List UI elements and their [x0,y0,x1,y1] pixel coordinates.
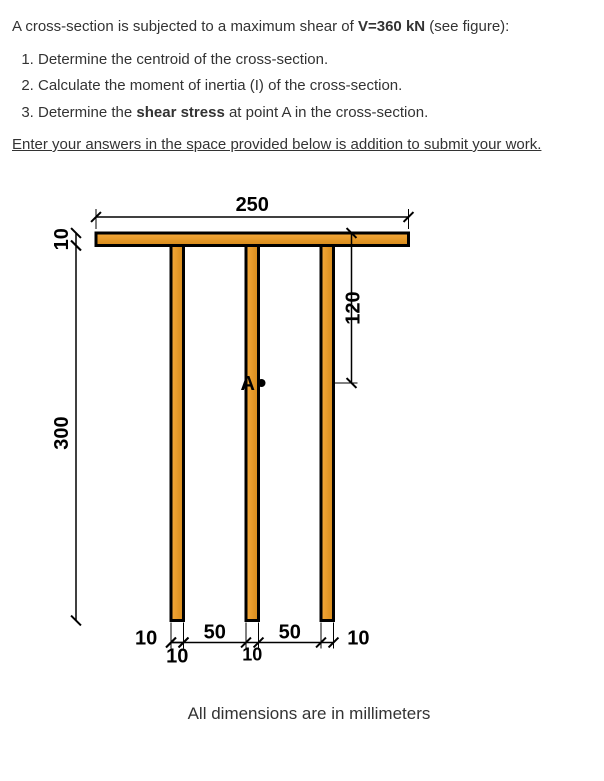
caption: All dimensions are in millimeters [26,704,592,724]
svg-text:300: 300 [51,416,73,449]
q2: Calculate the moment of inertia (I) of t… [38,75,592,98]
svg-text:120: 120 [343,291,365,324]
svg-text:50: 50 [279,621,301,643]
svg-text:10: 10 [242,644,262,664]
q3-bold: shear stress [136,104,224,121]
intro-suffix: (see figure): [425,18,509,35]
svg-text:10: 10 [135,627,157,649]
instruction: Enter your answers in the space provided… [12,134,592,157]
question-list: Determine the centroid of the cross-sect… [12,49,592,125]
q3-suffix: at point A in the cross-section. [225,104,428,121]
q3: Determine the shear stress at point A in… [38,102,592,125]
intro-prefix: A cross-section is subjected to a maximu… [12,18,358,35]
svg-text:10: 10 [347,627,369,649]
intro-line: A cross-section is subjected to a maximu… [12,16,592,39]
svg-text:10: 10 [166,645,188,667]
svg-text:10: 10 [51,228,73,250]
figure: A 250 10 300 120 10 10 50 50 10 10 All dimensions … [26,193,592,724]
q1: Determine the centroid of the cross-sect… [38,49,592,72]
cross-section-svg: A 250 10 300 120 10 10 50 50 10 10 [26,193,486,693]
svg-text:A: A [241,373,255,395]
intro-bold: V=360 kN [358,18,425,35]
q3-prefix: Determine the [38,104,136,121]
svg-text:50: 50 [204,621,226,643]
svg-text:250: 250 [236,194,269,216]
